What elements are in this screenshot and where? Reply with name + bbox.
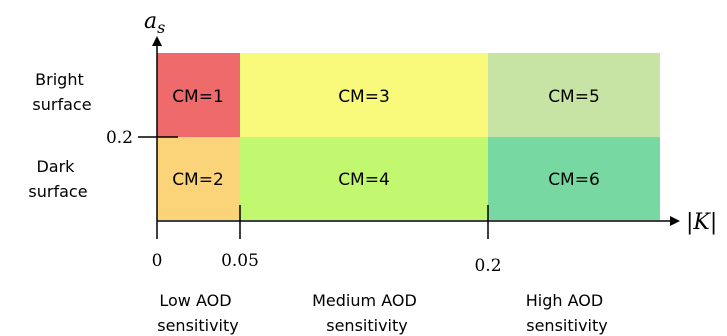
cell-label-cm1: CM=1 xyxy=(172,87,224,107)
x-axis-label: |K| xyxy=(686,210,717,235)
column-label-low-line1: Low AOD xyxy=(159,291,231,310)
column-label-high: High AOD sensitivity xyxy=(526,291,609,335)
y-axis-arrow xyxy=(152,36,162,46)
cell-label-cm6: CM=6 xyxy=(548,170,600,190)
cell-label-cm3: CM=3 xyxy=(338,87,390,107)
y-tick-label: 0.2 xyxy=(106,128,133,148)
cell-cm5 xyxy=(488,53,660,137)
column-label-medium-line2: sensitivity xyxy=(326,316,407,335)
row-label-dark: Dark surface xyxy=(28,157,87,201)
axes xyxy=(138,36,680,239)
column-label-medium-line1: Medium AOD xyxy=(312,291,417,310)
row-label-dark-line2: surface xyxy=(28,182,87,201)
x-axis-arrow xyxy=(670,216,680,226)
column-label-low-line2: sensitivity xyxy=(157,316,238,335)
cell-cm2 xyxy=(157,137,240,220)
x-tick-label-0: 0 xyxy=(152,251,163,271)
column-label-low: Low AOD sensitivity xyxy=(157,291,238,335)
column-label-high-line2: sensitivity xyxy=(526,316,607,335)
cell-cm6 xyxy=(488,137,660,220)
cell-cm1 xyxy=(157,53,240,137)
cell-label-cm2: CM=2 xyxy=(172,170,224,190)
cell-label-cm4: CM=4 xyxy=(338,170,390,190)
cell-grid xyxy=(157,53,660,220)
cell-label-cm5: CM=5 xyxy=(548,87,600,107)
column-label-high-line1: High AOD xyxy=(526,291,603,310)
row-label-bright-line1: Bright xyxy=(35,70,84,89)
row-label-dark-line1: Dark xyxy=(36,157,75,176)
row-label-bright: Bright surface xyxy=(32,70,91,114)
x-tick-label-005: 0.05 xyxy=(221,251,259,271)
column-label-medium: Medium AOD sensitivity xyxy=(312,291,422,335)
y-axis-label: as xyxy=(144,9,165,37)
cell-cm4 xyxy=(240,137,488,220)
cell-cm3 xyxy=(240,53,488,137)
row-label-bright-line2: surface xyxy=(32,95,91,114)
x-tick-label-02: 0.2 xyxy=(474,256,501,276)
